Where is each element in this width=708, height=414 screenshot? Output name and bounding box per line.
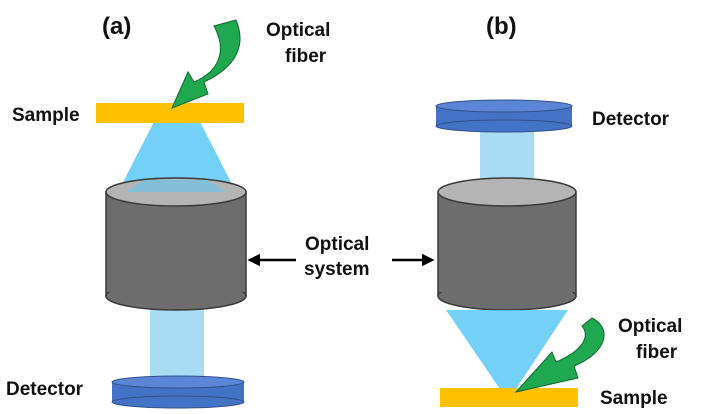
panel-a-detector xyxy=(111,375,245,409)
panel-a-optical-system xyxy=(105,177,247,311)
panel-a-light-beam xyxy=(150,308,204,386)
panel-b-sample-label: Sample xyxy=(600,388,668,409)
panel-a-sample-label: Sample xyxy=(12,105,80,126)
panel-b-detector xyxy=(435,99,573,133)
panel-b: (b) Detector Sample Optical fiber xyxy=(435,13,682,409)
panel-a-fiber-label-2: fiber xyxy=(285,46,327,67)
panel-b-cylinder-top xyxy=(437,177,577,207)
panel-b-light-cone xyxy=(446,310,568,392)
panel-a-detector-top xyxy=(111,375,245,389)
panel-b-fiber-icon xyxy=(514,317,605,393)
panel-a-fiber-label-1: Optical xyxy=(266,20,330,41)
panel-a-tag: (a) xyxy=(102,13,131,40)
panel-a-detector-label: Detector xyxy=(6,379,84,400)
center-labels: Optical system xyxy=(247,234,435,280)
optical-system-label-1: Optical xyxy=(305,234,369,255)
panel-b-detector-label: Detector xyxy=(592,109,670,130)
panel-b-detector-bottom xyxy=(435,119,573,133)
panel-a-sample xyxy=(96,103,244,123)
optical-system-label-2: system xyxy=(304,259,370,280)
panel-b-fiber-label-2: fiber xyxy=(636,342,678,363)
panel-a-cylinder-fill xyxy=(107,192,245,292)
panel-b-optical-system xyxy=(437,177,577,311)
panel-b-detector-top xyxy=(435,99,573,113)
panel-b-tag: (b) xyxy=(486,13,517,40)
panel-b-sample xyxy=(440,388,578,407)
panel-b-fiber-label-1: Optical xyxy=(618,316,682,337)
panel-a-fiber-icon xyxy=(171,19,241,109)
panel-a-detector-bottom xyxy=(111,395,245,409)
panel-a-light-cone xyxy=(118,110,236,192)
panel-b-cylinder-fill xyxy=(439,192,575,292)
panel-a: (a) Sample Detector Optical fiber xyxy=(6,13,330,409)
panel-a-cone-base xyxy=(126,180,226,192)
